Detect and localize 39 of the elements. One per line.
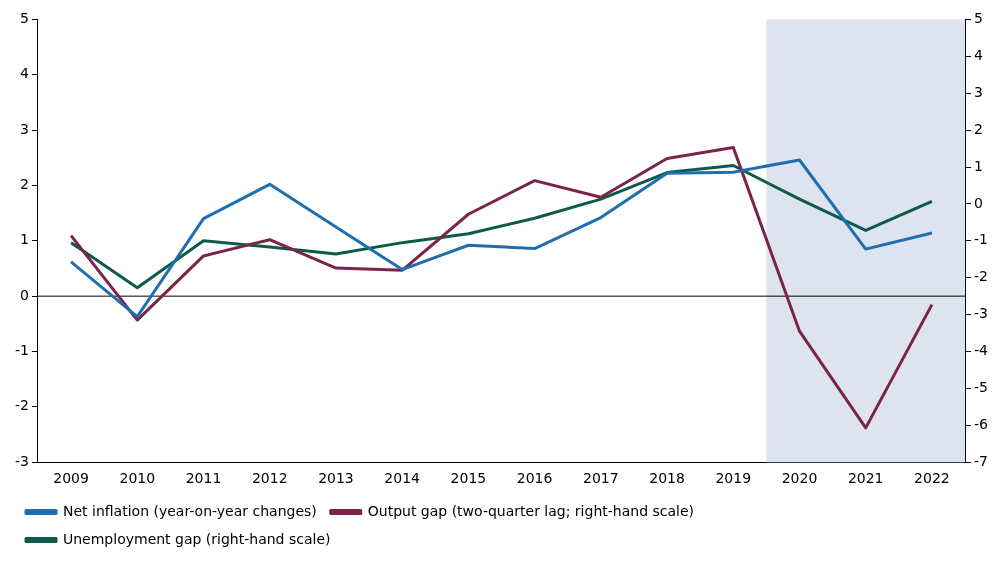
y2-tick-label: 0 [974, 194, 983, 211]
y-tick-label: 5 [20, 10, 29, 27]
y-tick-label: 2 [20, 176, 29, 193]
y2-tick-label: 1 [974, 157, 983, 174]
legend-label: Output gap (two-quarter lag; right-hand scale) [367, 502, 694, 519]
x-tick-label: 2011 [185, 470, 222, 487]
y2-tick-label: -3 [974, 305, 989, 322]
x-tick-label: 2017 [583, 470, 619, 487]
x-tick-label: 2014 [384, 470, 421, 487]
y2-tick-label: -4 [974, 342, 989, 359]
x-tick-label: 2012 [251, 470, 288, 487]
y-tick-label: -3 [14, 452, 29, 469]
y2-tick-label: -5 [974, 379, 989, 396]
y2-tick-label: -7 [974, 452, 989, 469]
y2-tick-label: -1 [974, 231, 989, 248]
legend-label: Net inflation (year-on-year changes) [63, 502, 317, 519]
y-tick-label: 4 [20, 65, 30, 82]
y-tick-label: 3 [20, 120, 29, 137]
y-tick-label: 0 [20, 286, 29, 303]
y-tick-label: -2 [14, 397, 29, 414]
x-tick-label: 2013 [318, 470, 354, 487]
x-tick-label: 2015 [450, 470, 487, 487]
x-tick-label: 2009 [53, 470, 89, 487]
y-tick-label: -1 [14, 342, 29, 359]
y2-tick-label: -6 [974, 415, 989, 432]
x-tick-label: 2019 [715, 470, 752, 487]
x-tick-label: 2021 [847, 470, 884, 487]
x-tick-label: 2020 [781, 470, 818, 487]
y2-tick-label: 3 [974, 83, 983, 100]
y2-tick-label: 5 [974, 10, 983, 27]
legend-label: Unemployment gap (right-hand scale) [63, 530, 331, 547]
x-tick-label: 2018 [649, 470, 685, 487]
y2-tick-label: -2 [974, 268, 989, 285]
x-tick-label: 2016 [516, 470, 553, 487]
y-tick-label: 1 [20, 231, 29, 248]
y2-tick-label: 4 [974, 46, 984, 63]
x-tick-label: 2010 [119, 470, 156, 487]
x-tick-label: 2022 [914, 470, 950, 487]
y2-tick-label: 2 [974, 120, 983, 137]
